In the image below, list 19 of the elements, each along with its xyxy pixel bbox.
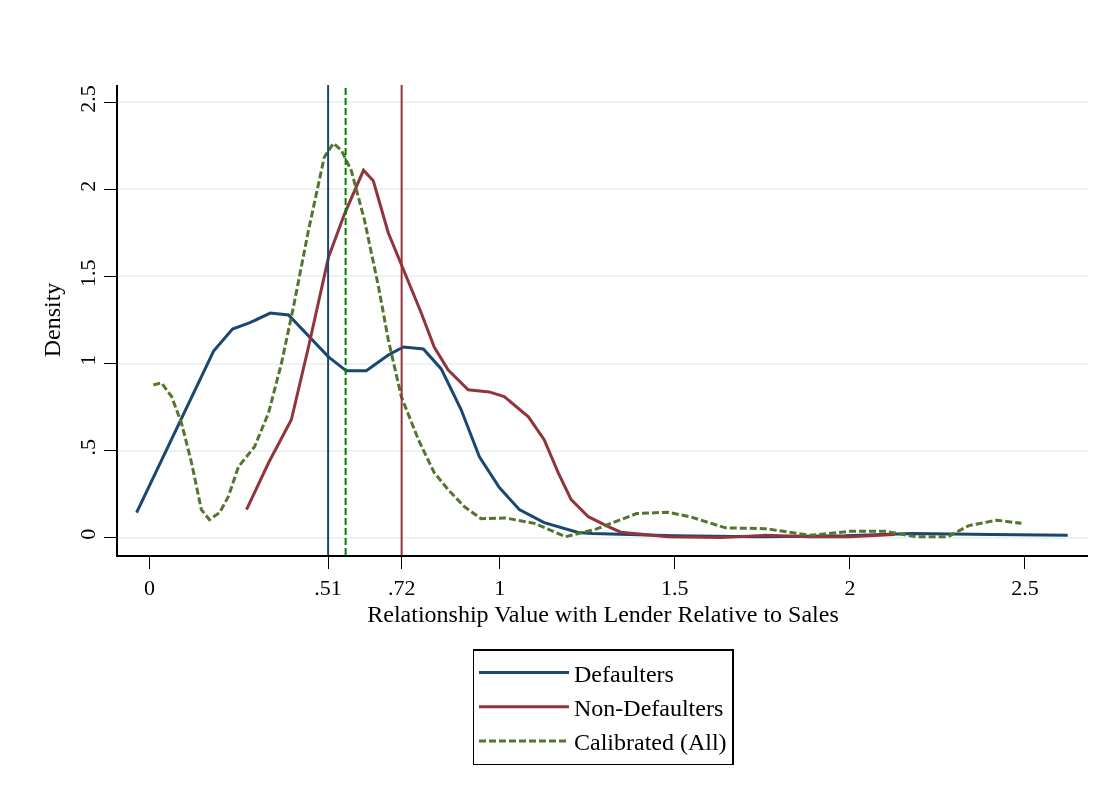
y-tick-label: 2.5 — [75, 85, 101, 113]
x-tick-label: .51 — [314, 575, 342, 601]
x-tick-label: 1 — [494, 575, 506, 601]
x-axis-title: Relationship Value with Lender Relative to Sales — [367, 600, 839, 627]
y-tick-label: 0 — [75, 528, 101, 540]
legend-label: Calibrated (All) — [574, 729, 727, 756]
x-tick-label: 2.5 — [1011, 575, 1039, 601]
x-tick-label: 1.5 — [661, 575, 689, 601]
line-series — [151, 141, 1023, 539]
legend-label: Non-Defaulters — [574, 695, 724, 722]
x-tick-label: .72 — [387, 575, 416, 601]
x-tick-label: 2 — [844, 575, 856, 601]
y-tick-label: 1.5 — [75, 259, 101, 287]
x-tick-label: 0 — [144, 575, 156, 601]
y-tick-label: 1 — [75, 354, 101, 366]
y-tick-label: 2 — [75, 180, 101, 192]
legend-label: Defaulters — [574, 660, 674, 687]
y-axis-title: Density — [39, 282, 66, 358]
y-tick-label: .5 — [75, 439, 101, 456]
